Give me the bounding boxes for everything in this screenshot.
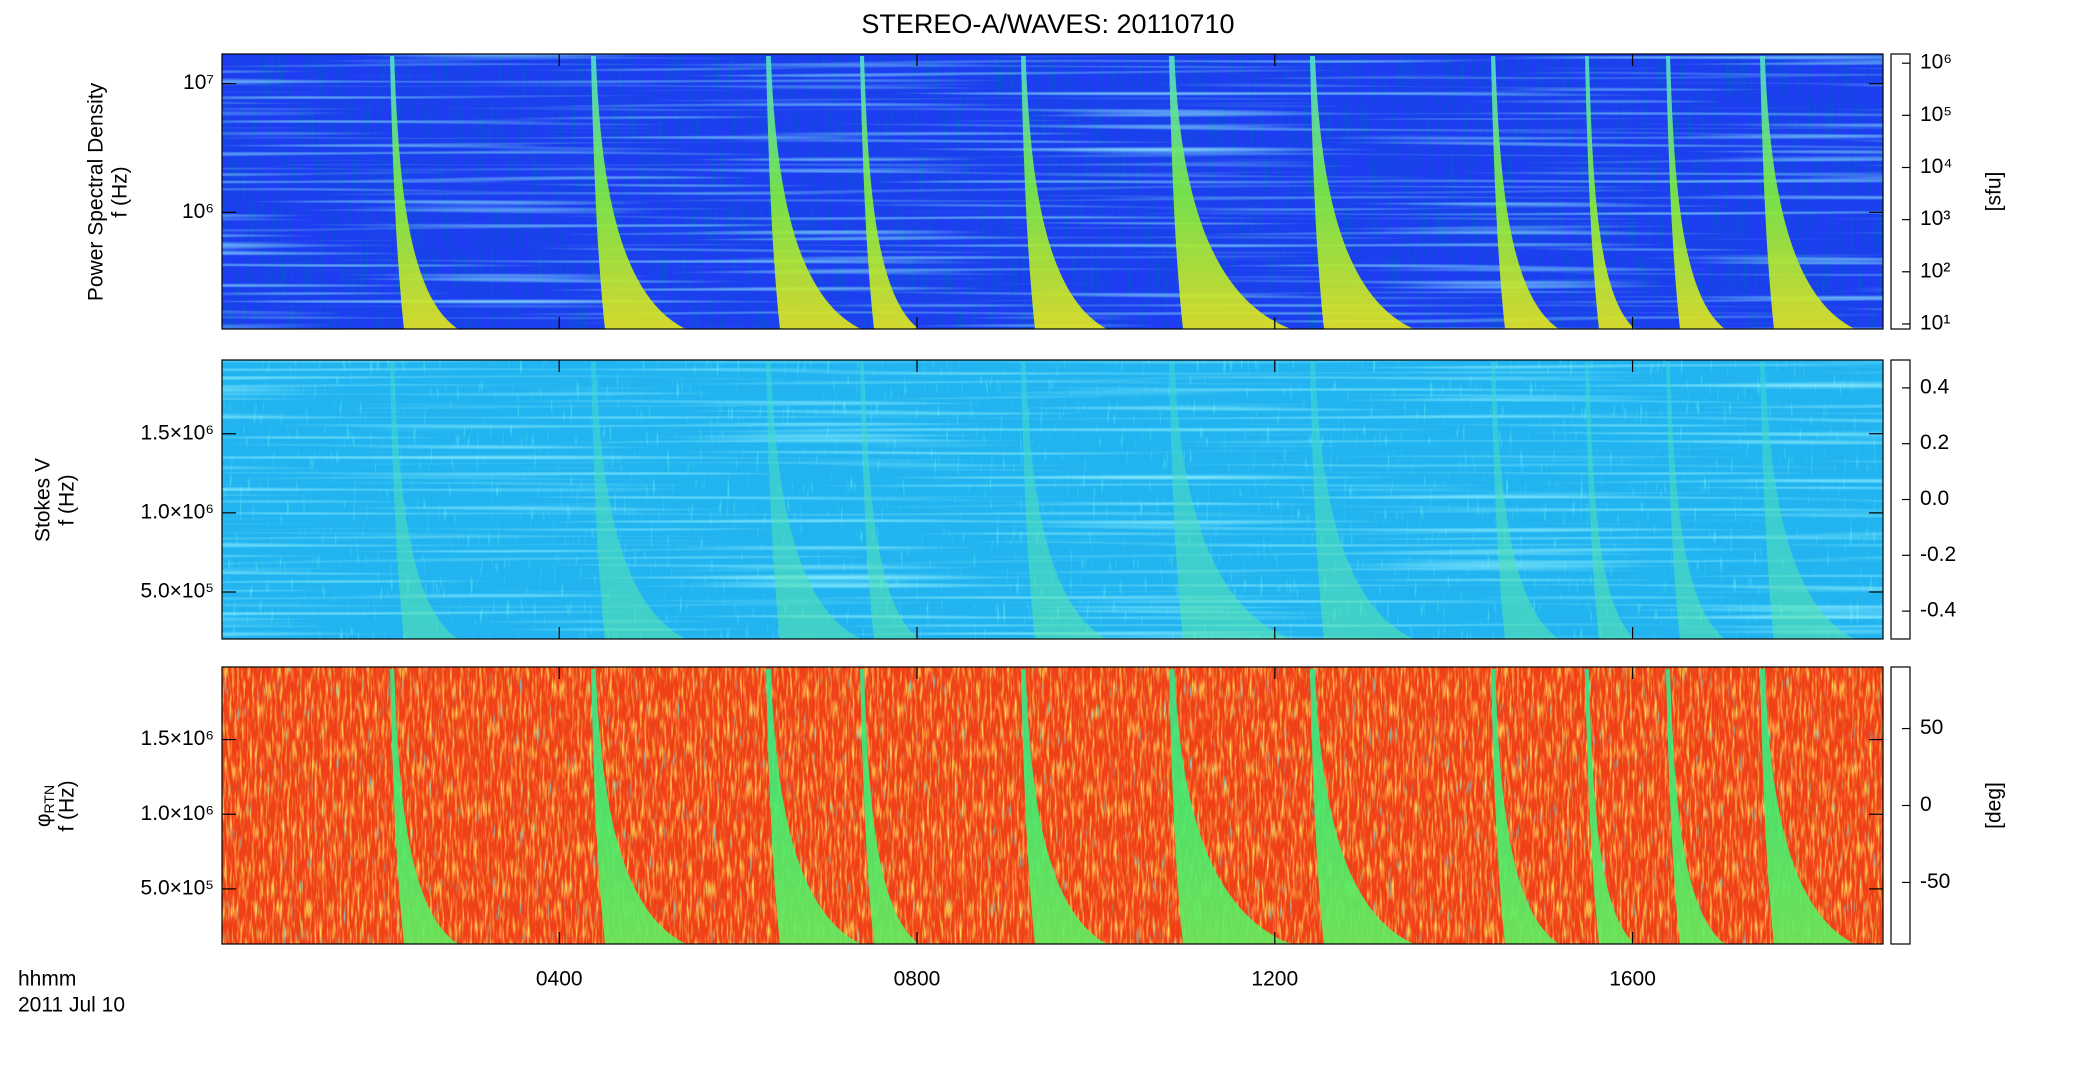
y-tick-label: 10⁶ bbox=[182, 200, 214, 223]
colorbar-tick-label: 0.4 bbox=[1920, 375, 1950, 398]
burst bbox=[1585, 56, 1635, 329]
burst bbox=[766, 669, 861, 944]
y-tick-label: 10⁷ bbox=[183, 71, 214, 94]
plot-frame bbox=[221, 359, 1884, 640]
date-label: 2011 Jul 10 bbox=[18, 994, 125, 1017]
burst bbox=[1021, 362, 1107, 639]
x-tick-label: 1600 bbox=[1609, 968, 1656, 991]
spectrogram-image bbox=[222, 360, 1883, 639]
burst bbox=[1760, 362, 1855, 639]
chart-title: STEREO-A/WAVES: 20110710 bbox=[861, 9, 1234, 39]
colorbar-label: [sfu] bbox=[1983, 172, 2006, 212]
burst bbox=[1666, 362, 1725, 639]
spectrogram: 5.0×10⁵ 1.0×10⁶ 1.5×10⁶ -0.4 -0.2 0.0 0.2 0.4 bbox=[140, 359, 1957, 640]
y-axis-symbol: φ bbox=[32, 813, 55, 827]
colorbar-tick-label: 10⁴ bbox=[1920, 155, 1952, 178]
x-tick-label: 1200 bbox=[1251, 968, 1298, 991]
burst bbox=[1169, 56, 1291, 329]
y-axis-unit: f (Hz) bbox=[56, 780, 79, 831]
burst bbox=[591, 669, 686, 944]
x-axis-label: hhmm bbox=[18, 968, 76, 991]
burst bbox=[860, 56, 919, 329]
burst bbox=[1585, 669, 1635, 944]
colorbar-tick-label: -0.4 bbox=[1920, 599, 1957, 622]
burst bbox=[860, 362, 919, 639]
y-tick-label: 1.0×10⁶ bbox=[141, 802, 214, 825]
burst bbox=[1491, 362, 1559, 639]
x-tick-label: 0800 bbox=[894, 968, 941, 991]
colorbar-tick-label: -50 bbox=[1920, 870, 1950, 893]
colorbar-tick-label: 10³ bbox=[1920, 207, 1950, 230]
burst bbox=[1021, 56, 1107, 329]
burst bbox=[591, 362, 686, 639]
burst bbox=[1491, 56, 1559, 329]
y-axis-unit: f (Hz) bbox=[109, 166, 132, 217]
colorbar-tick-label: 10⁵ bbox=[1920, 103, 1952, 126]
spectrogram-image bbox=[222, 54, 1883, 329]
burst bbox=[1169, 669, 1291, 944]
burst bbox=[591, 56, 686, 329]
burst bbox=[1169, 362, 1291, 639]
burst bbox=[766, 362, 861, 639]
y-tick-label: 1.5×10⁶ bbox=[141, 727, 214, 750]
burst bbox=[390, 669, 458, 944]
burst bbox=[1310, 362, 1414, 639]
burst bbox=[1310, 56, 1414, 329]
burst bbox=[1760, 669, 1855, 944]
y-tick-label: 1.0×10⁶ bbox=[141, 500, 214, 523]
colorbar-tick-label: 0.0 bbox=[1920, 487, 1949, 510]
y-axis-subscript: RTN bbox=[41, 785, 57, 814]
burst bbox=[1310, 669, 1414, 944]
colorbar-tick-label: 10¹ bbox=[1920, 311, 1950, 334]
burst bbox=[390, 362, 458, 639]
burst bbox=[1760, 56, 1855, 329]
colorbar-tick-label: -0.2 bbox=[1920, 543, 1956, 566]
burst bbox=[390, 56, 458, 329]
spectrogram: 10⁶ 10⁷ 10¹ 10² 10³ 10⁴ 10⁵ 10⁶ [sfu] bbox=[182, 51, 2006, 335]
y-tick-label: 5.0×10⁵ bbox=[140, 876, 214, 899]
burst bbox=[860, 669, 919, 944]
spectrogram: 5.0×10⁵ 1.0×10⁶ 1.5×10⁶ 0400 0800 1200 1600 -50… bbox=[140, 666, 2006, 991]
colorbar-tick-label: 0.2 bbox=[1920, 431, 1949, 454]
burst bbox=[1666, 56, 1725, 329]
colorbar-label: [deg] bbox=[1983, 782, 2006, 829]
burst bbox=[1491, 669, 1559, 944]
y-axis-label: Stokes V bbox=[32, 458, 55, 542]
y-axis-label: φRTN bbox=[32, 785, 57, 827]
y-axis-unit: f (Hz) bbox=[56, 474, 79, 525]
burst bbox=[1021, 669, 1107, 944]
x-tick-label: 0400 bbox=[536, 968, 583, 991]
plot-frame bbox=[221, 666, 1884, 945]
colorbar-tick-label: 50 bbox=[1920, 716, 1943, 739]
y-tick-label: 5.0×10⁵ bbox=[140, 580, 214, 603]
colorbar-tick-label: 0 bbox=[1920, 793, 1932, 816]
burst bbox=[1666, 669, 1725, 944]
y-axis-label: Power Spectral Density bbox=[85, 82, 108, 301]
burst bbox=[1585, 362, 1635, 639]
colorbar-tick-label: 10² bbox=[1920, 259, 1950, 282]
plot-frame bbox=[221, 53, 1884, 330]
burst bbox=[766, 56, 861, 329]
colorbar-tick-label: 10⁶ bbox=[1920, 51, 1952, 74]
colorbar bbox=[1890, 53, 1911, 330]
spectrogram-image bbox=[222, 667, 1883, 944]
y-tick-label: 1.5×10⁶ bbox=[141, 421, 214, 444]
